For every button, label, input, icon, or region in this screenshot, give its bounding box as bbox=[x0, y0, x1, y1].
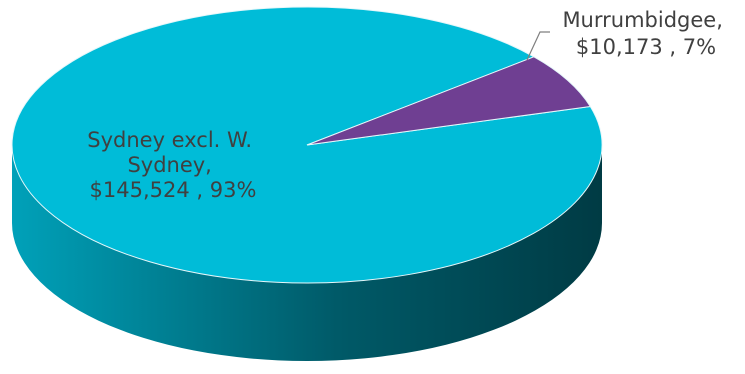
data-label-sydney: Sydney excl. W. Sydney, $145,524 , 93% bbox=[87, 128, 258, 202]
pie-side-wall bbox=[12, 145, 602, 361]
data-label-murrumbidgee: Murrumbidgee, $10,173 , 7% bbox=[562, 8, 729, 59]
data-label-murrumbidgee-line1: Murrumbidgee, bbox=[562, 8, 722, 32]
data-label-sydney-line2: Sydney, bbox=[127, 153, 211, 177]
pie-slice-murrumbidgee[interactable] bbox=[306, 56, 592, 146]
data-label-sydney-line3: $145,524 , 93% bbox=[90, 178, 257, 202]
data-label-sydney-line1: Sydney excl. W. bbox=[87, 128, 252, 152]
label-leader-line bbox=[526, 31, 550, 61]
data-label-murrumbidgee-line2: $10,173 , 7% bbox=[576, 35, 716, 59]
